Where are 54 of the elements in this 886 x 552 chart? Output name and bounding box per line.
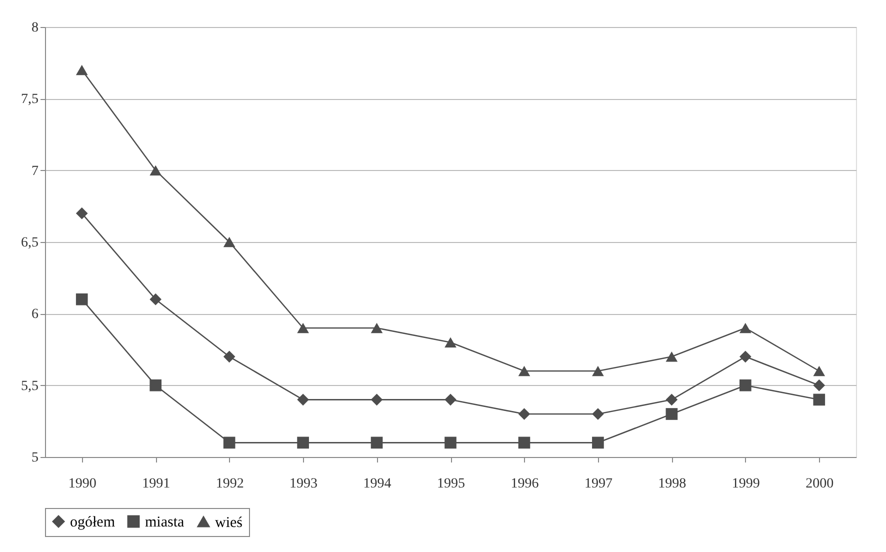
point bbox=[76, 64, 88, 76]
y-tick-label: 5,5 bbox=[21, 378, 38, 394]
point bbox=[666, 394, 678, 406]
point bbox=[444, 337, 456, 348]
point bbox=[592, 408, 604, 420]
point bbox=[370, 436, 383, 449]
point bbox=[813, 366, 826, 376]
x-tick-label: 1995 bbox=[437, 476, 465, 492]
point bbox=[444, 436, 456, 449]
point bbox=[666, 408, 678, 420]
point bbox=[297, 436, 309, 449]
point bbox=[739, 322, 752, 334]
y-tick-label: 5 bbox=[32, 450, 38, 466]
point bbox=[518, 366, 530, 376]
point bbox=[223, 350, 236, 363]
point bbox=[370, 322, 383, 334]
x-tick-label: 2000 bbox=[806, 476, 834, 492]
y-tick-label: 8 bbox=[32, 20, 38, 36]
point bbox=[592, 436, 604, 449]
x-tick-label: 1992 bbox=[216, 476, 244, 492]
point bbox=[813, 379, 826, 392]
x-tick-label: 1999 bbox=[732, 476, 760, 492]
y-tick-label: 7,5 bbox=[21, 92, 38, 108]
point bbox=[76, 293, 88, 306]
x-tick-label: 1998 bbox=[658, 476, 686, 492]
point bbox=[150, 165, 162, 176]
point bbox=[297, 394, 309, 406]
point bbox=[592, 366, 604, 376]
x-tick-label: 1994 bbox=[363, 476, 392, 492]
point bbox=[76, 207, 88, 220]
x-tick-label: 1996 bbox=[510, 476, 539, 492]
y-tick-label: 6,5 bbox=[21, 236, 38, 250]
legend-label: ogółem bbox=[70, 514, 116, 531]
point bbox=[150, 293, 162, 306]
point bbox=[518, 436, 530, 449]
x-tick-label: 1993 bbox=[290, 476, 318, 492]
y-tick-label: 6 bbox=[32, 307, 38, 322]
point bbox=[444, 394, 456, 406]
point bbox=[518, 408, 530, 420]
x-tick-label: 1997 bbox=[584, 476, 612, 492]
x-tick-label: 1990 bbox=[68, 476, 96, 492]
point bbox=[666, 352, 678, 362]
legend-label: miasta bbox=[145, 514, 184, 531]
point bbox=[739, 379, 752, 392]
point bbox=[370, 394, 383, 406]
y-tick-label: 7 bbox=[32, 164, 38, 179]
legend-label: wieś bbox=[215, 514, 243, 531]
point bbox=[223, 436, 236, 449]
x-tick-label: 1991 bbox=[142, 476, 170, 492]
point bbox=[150, 379, 162, 392]
point bbox=[297, 322, 309, 334]
point bbox=[223, 236, 236, 248]
point bbox=[813, 394, 826, 406]
point bbox=[739, 350, 752, 363]
